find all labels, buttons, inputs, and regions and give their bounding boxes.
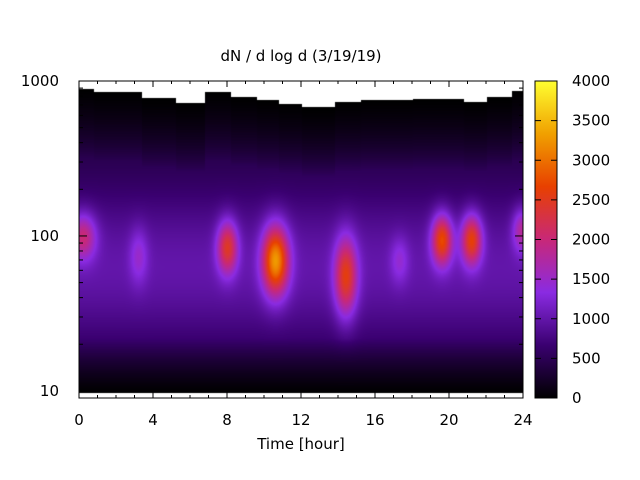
heatmap-image (79, 81, 523, 398)
y-tick-label: 10 (40, 382, 59, 400)
y-tick-label: 100 (30, 227, 59, 245)
x-tick-label: 20 (439, 411, 458, 429)
y-axis: 10 100 1000 (21, 72, 523, 400)
x-tick-label: 4 (148, 411, 158, 429)
x-tick-label: 24 (513, 411, 532, 429)
x-tick-label: 8 (222, 411, 232, 429)
colorbar-tick-label: 2500 (572, 191, 610, 209)
colorbar-tick-label: 500 (572, 349, 601, 367)
colorbar-tick-label: 3000 (572, 151, 610, 169)
colorbar-tick-label: 3500 (572, 112, 610, 130)
colorbar-tick-label: 0 (572, 389, 582, 407)
x-tick-label: 16 (365, 411, 384, 429)
colorbar-tick-label: 1000 (572, 310, 610, 328)
x-axis: 0 4 8 12 16 20 24 (74, 81, 533, 429)
colorbar-tick-label: 1500 (572, 270, 610, 288)
y-tick-label: 1000 (21, 72, 59, 90)
plot-area (78, 80, 524, 399)
colorbar: 0 500 1000 1500 2000 2500 3000 3500 4000 (534, 72, 610, 407)
colorbar-tick-label: 2000 (572, 231, 610, 249)
colorbar-tick-label: 4000 (572, 72, 610, 90)
x-tick-label: 12 (291, 411, 310, 429)
colorbar-ticks: 0 500 1000 1500 2000 2500 3000 3500 4000 (535, 72, 610, 407)
x-axis-title: Time [hour] (256, 435, 345, 453)
x-tick-label: 0 (74, 411, 84, 429)
chart-title: dN / d log d (3/19/19) (220, 47, 381, 65)
